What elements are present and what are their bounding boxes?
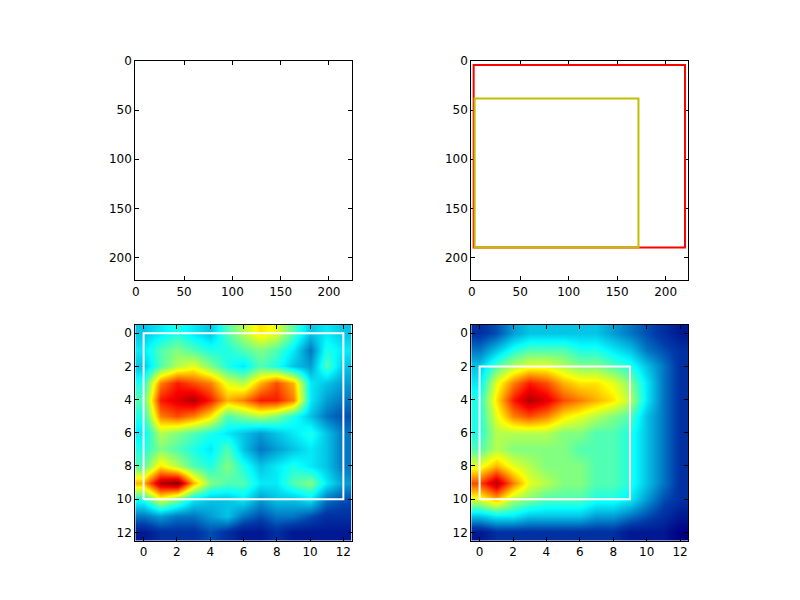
svg-text:8: 8 — [460, 459, 468, 473]
svg-text:12: 12 — [336, 545, 351, 559]
svg-text:100: 100 — [221, 285, 244, 299]
svg-text:8: 8 — [609, 545, 617, 559]
svg-text:8: 8 — [273, 545, 281, 559]
svg-text:0: 0 — [460, 326, 468, 340]
svg-text:150: 150 — [606, 285, 629, 299]
svg-text:150: 150 — [445, 202, 468, 216]
svg-text:200: 200 — [109, 251, 132, 265]
svg-text:10: 10 — [639, 545, 654, 559]
svg-text:4: 4 — [206, 545, 214, 559]
svg-text:6: 6 — [124, 426, 132, 440]
svg-text:10: 10 — [117, 492, 132, 506]
svg-text:10: 10 — [453, 492, 468, 506]
svg-text:0: 0 — [132, 285, 140, 299]
svg-text:0: 0 — [124, 54, 132, 68]
svg-text:2: 2 — [124, 360, 132, 374]
svg-text:4: 4 — [543, 545, 551, 559]
svg-text:12: 12 — [453, 526, 468, 540]
svg-text:6: 6 — [460, 426, 468, 440]
svg-text:150: 150 — [109, 202, 132, 216]
svg-text:2: 2 — [173, 545, 181, 559]
svg-text:2: 2 — [460, 360, 468, 374]
svg-text:12: 12 — [672, 545, 687, 559]
svg-text:200: 200 — [445, 251, 468, 265]
svg-text:50: 50 — [513, 285, 528, 299]
svg-text:6: 6 — [576, 545, 584, 559]
svg-text:0: 0 — [476, 545, 484, 559]
svg-text:50: 50 — [453, 103, 468, 117]
svg-text:6: 6 — [240, 545, 248, 559]
svg-text:0: 0 — [460, 54, 468, 68]
svg-text:8: 8 — [124, 459, 132, 473]
svg-text:10: 10 — [302, 545, 317, 559]
svg-text:150: 150 — [269, 285, 292, 299]
svg-text:0: 0 — [124, 326, 132, 340]
svg-text:0: 0 — [140, 545, 148, 559]
svg-text:100: 100 — [109, 152, 132, 166]
svg-text:4: 4 — [124, 393, 132, 407]
svg-text:100: 100 — [445, 152, 468, 166]
svg-text:200: 200 — [318, 285, 341, 299]
svg-text:2: 2 — [509, 545, 517, 559]
svg-text:0: 0 — [468, 285, 476, 299]
svg-text:50: 50 — [176, 285, 191, 299]
svg-text:12: 12 — [117, 526, 132, 540]
svg-text:200: 200 — [654, 285, 677, 299]
svg-text:100: 100 — [557, 285, 580, 299]
svg-text:50: 50 — [117, 103, 132, 117]
svg-text:4: 4 — [460, 393, 468, 407]
